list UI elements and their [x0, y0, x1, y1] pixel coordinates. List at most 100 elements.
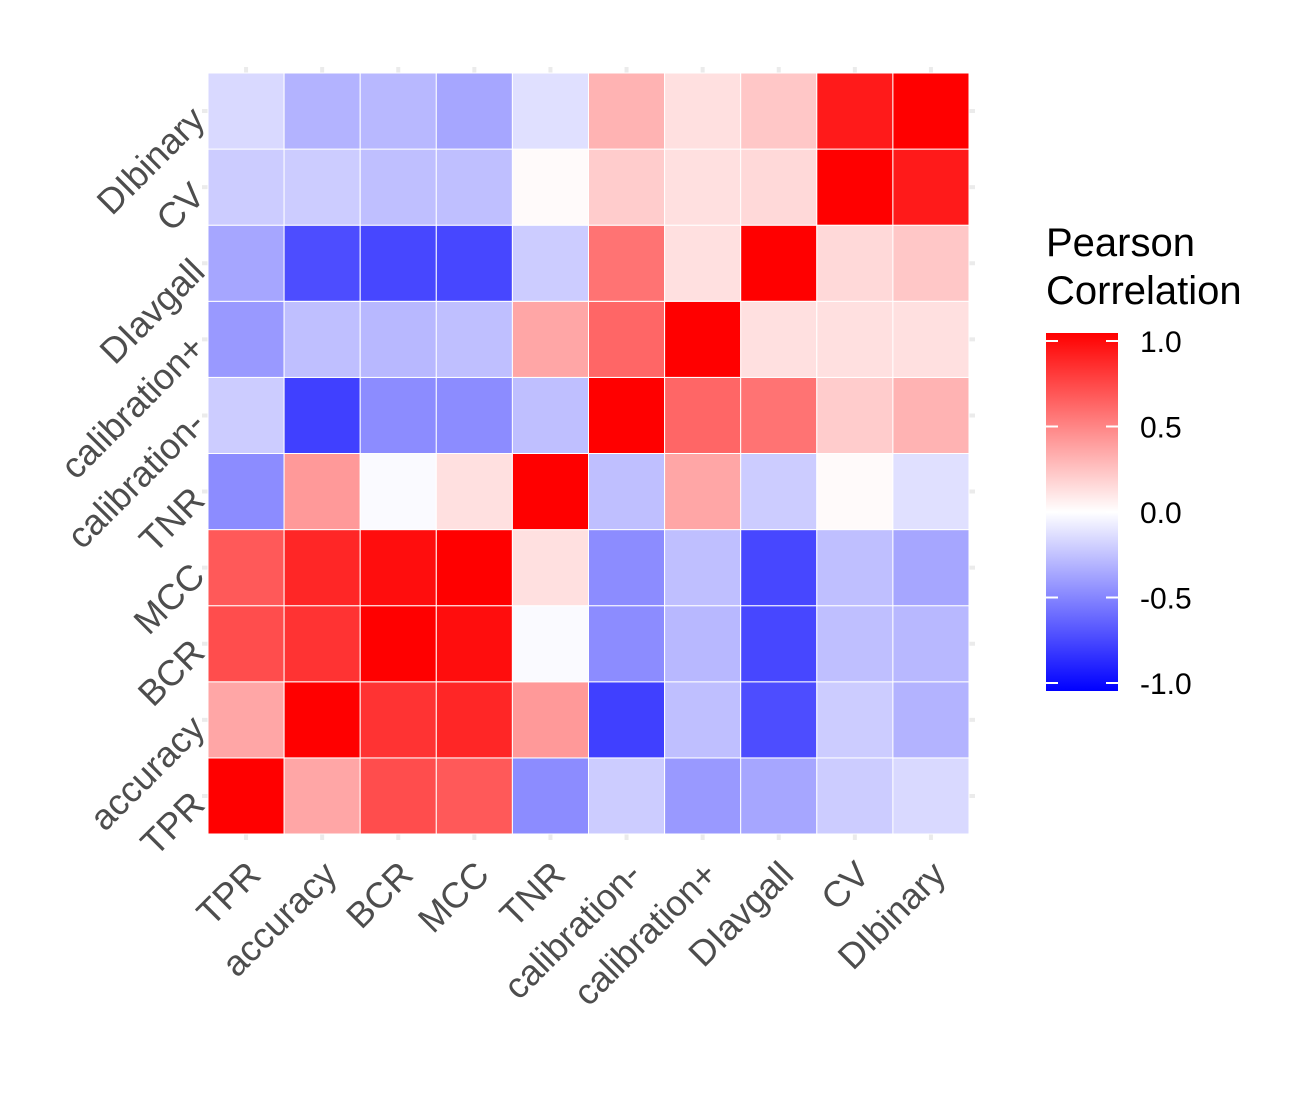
heatmap-cell-diavgall-accuracy: [283, 224, 361, 302]
heatmap-cell-bcr-tpr: [207, 605, 285, 683]
heatmap-cell-cv-diavgall: [740, 148, 818, 226]
heatmap-cell-calibrationplus-mcc: [435, 300, 513, 378]
heatmap-cell-accuracy-calibrationplus: [664, 681, 742, 759]
heatmap-cell-accuracy-mcc: [435, 681, 513, 759]
heatmap-cell-calibrationminus-bcr: [359, 376, 437, 454]
heatmap-cell-calibrationplus-calibrationminus: [588, 300, 666, 378]
x-tick-label-bcr: BCR: [338, 853, 421, 936]
heatmap-cell-calibrationplus-bcr: [359, 300, 437, 378]
heatmap-cell-cv-cv: [816, 148, 894, 226]
heatmap-cell-accuracy-cv: [816, 681, 894, 759]
heatmap-cell-diavgall-bcr: [359, 224, 437, 302]
heatmap-cell-diavgall-calibrationplus: [664, 224, 742, 302]
heatmap-cell-calibrationplus-dibinary: [892, 300, 970, 378]
y-tick-label-bcr: BCR: [130, 631, 213, 714]
heatmap-cell-accuracy-bcr: [359, 681, 437, 759]
heatmap-cell-calibrationplus-cv: [816, 300, 894, 378]
heatmap-cell-dibinary-calibrationplus: [664, 72, 742, 150]
heatmap-cell-diavgall-mcc: [435, 224, 513, 302]
heatmap-cell-dibinary-tpr: [207, 72, 285, 150]
heatmap-cell-calibrationminus-mcc: [435, 376, 513, 454]
heatmap-cell-mcc-bcr: [359, 529, 437, 607]
heatmap-cell-tpr-mcc: [435, 757, 513, 835]
heatmap-cell-cv-mcc: [435, 148, 513, 226]
heatmap-cell-bcr-calibrationplus: [664, 605, 742, 683]
heatmap-cell-calibrationminus-dibinary: [892, 376, 970, 454]
heatmap-cell-accuracy-calibrationminus: [588, 681, 666, 759]
heatmap-cell-calibrationplus-accuracy: [283, 300, 361, 378]
heatmap-cell-accuracy-tpr: [207, 681, 285, 759]
heatmap-cell-diavgall-cv: [816, 224, 894, 302]
heatmap-cell-bcr-tnr: [511, 605, 590, 683]
heatmap-cell-bcr-mcc: [435, 605, 513, 683]
color-legend: Pearson Correlation 1.0 0.5 0.0 -0.5 -1.0: [1046, 221, 1242, 701]
heatmap-cell-accuracy-tnr: [511, 681, 590, 759]
heatmap-cell-tnr-accuracy: [283, 453, 361, 531]
heatmap-cell-bcr-accuracy: [283, 605, 361, 683]
heatmap-cell-tpr-dibinary: [892, 757, 970, 835]
heatmap-cell-diavgall-tnr: [511, 224, 590, 302]
heatmap-cell-mcc-accuracy: [283, 529, 361, 607]
legend-tick-label: 0.0: [1140, 497, 1182, 530]
x-tick-label-cv: CV: [813, 853, 877, 917]
heatmap-cell-calibrationminus-tpr: [207, 376, 285, 454]
legend-tick-label: 0.5: [1140, 412, 1182, 445]
heatmap-cell-calibrationminus-tnr: [511, 376, 590, 454]
heatmap-cell-dibinary-calibrationminus: [588, 72, 666, 150]
heatmap-cell-cv-tnr: [511, 148, 590, 226]
heatmap-cell-tnr-calibrationplus: [664, 453, 742, 531]
heatmap-cell-tnr-calibrationminus: [588, 453, 666, 531]
heatmap-cell-dibinary-bcr: [359, 72, 437, 150]
legend-tick-label: -1.0: [1140, 668, 1192, 701]
heatmap-cell-tpr-cv: [816, 757, 894, 835]
heatmap-cell-tpr-accuracy: [283, 757, 361, 835]
heatmap-cell-tnr-tnr: [511, 453, 590, 531]
heatmap-cell-mcc-dibinary: [892, 529, 970, 607]
legend-tick-label: 1.0: [1140, 326, 1182, 359]
legend-tick-label: -0.5: [1140, 583, 1192, 616]
heatmap-cell-tpr-diavgall: [740, 757, 818, 835]
heatmap-cell-dibinary-dibinary: [892, 72, 970, 150]
heatmap-cell-accuracy-dibinary: [892, 681, 970, 759]
heatmap-cell-accuracy-diavgall: [740, 681, 818, 759]
y-axis-tick-labels: TPRaccuracyBCRMCCTNRcalibration-calibrat…: [52, 98, 212, 863]
heatmap-cell-calibrationplus-tpr: [207, 300, 285, 378]
heatmap-cell-tnr-diavgall: [740, 453, 818, 531]
heatmap-cell-calibrationminus-calibrationminus: [588, 376, 666, 454]
heatmap-cell-mcc-mcc: [435, 529, 513, 607]
heatmap-cell-dibinary-diavgall: [740, 72, 818, 150]
heatmap-cell-tnr-tpr: [207, 453, 285, 531]
heatmap-cell-dibinary-tnr: [511, 72, 590, 150]
heatmap-cell-calibrationminus-diavgall: [740, 376, 818, 454]
heatmap-cell-mcc-calibrationplus: [664, 529, 742, 607]
heatmap-cell-cv-accuracy: [283, 148, 361, 226]
heatmap-cell-calibrationplus-tnr: [511, 300, 590, 378]
heatmap-cell-dibinary-cv: [816, 72, 894, 150]
heatmap-cell-tpr-calibrationplus: [664, 757, 742, 835]
heatmap-cell-calibrationminus-cv: [816, 376, 894, 454]
heatmap-cell-bcr-calibrationminus: [588, 605, 666, 683]
heatmap-cell-mcc-diavgall: [740, 529, 818, 607]
heatmap-cells: [207, 72, 970, 835]
heatmap-cell-tnr-bcr: [359, 453, 437, 531]
y-tick-label-mcc: MCC: [125, 555, 212, 642]
heatmap-cell-cv-dibinary: [892, 148, 970, 226]
heatmap-cell-cv-bcr: [359, 148, 437, 226]
heatmap-cell-bcr-diavgall: [740, 605, 818, 683]
heatmap-cell-calibrationminus-calibrationplus: [664, 376, 742, 454]
heatmap-cell-bcr-dibinary: [892, 605, 970, 683]
heatmap-cell-diavgall-dibinary: [892, 224, 970, 302]
legend-title-line2: Correlation: [1046, 269, 1242, 313]
heatmap-cell-cv-calibrationplus: [664, 148, 742, 226]
heatmap-cell-diavgall-calibrationminus: [588, 224, 666, 302]
legend-title-line1: Pearson: [1046, 221, 1195, 265]
heatmap-cell-accuracy-accuracy: [283, 681, 361, 759]
legend-ticks: 1.0 0.5 0.0 -0.5 -1.0: [1046, 326, 1192, 701]
heatmap-cell-calibrationminus-accuracy: [283, 376, 361, 454]
heatmap-cell-cv-tpr: [207, 148, 285, 226]
heatmap-cell-mcc-calibrationminus: [588, 529, 666, 607]
heatmap-cell-calibrationplus-calibrationplus: [664, 300, 742, 378]
heatmap-cell-tpr-tpr: [207, 757, 285, 835]
heatmap-cell-tnr-dibinary: [892, 453, 970, 531]
heatmap-cell-tpr-tnr: [511, 757, 590, 835]
